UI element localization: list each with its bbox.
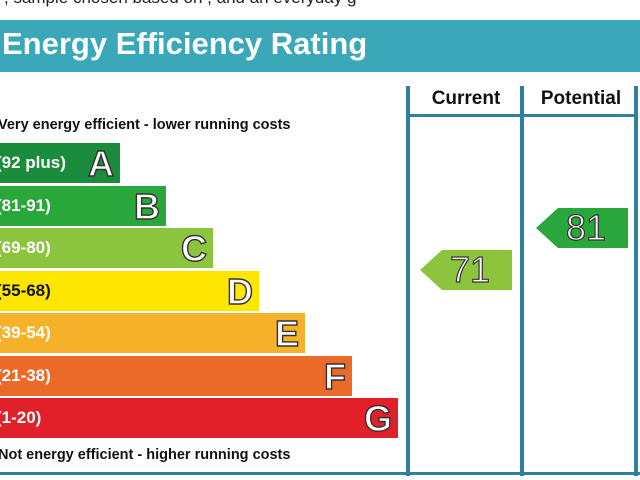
cropped-top-text: , sample chosen based on , and an everyd… bbox=[0, 0, 640, 8]
band-letter-e: E bbox=[274, 313, 299, 354]
band-range-b: (81-91) bbox=[0, 196, 51, 215]
band-range-e: (39-54) bbox=[0, 323, 51, 342]
band-range-f: (21-38) bbox=[0, 366, 51, 385]
current-arrow-shape bbox=[420, 250, 512, 290]
band-b: (81-91) B bbox=[0, 186, 166, 227]
potential-rating-arrow: 81 bbox=[536, 207, 628, 248]
band-g: (1-20) G bbox=[0, 398, 398, 439]
band-f: (21-38) F bbox=[0, 356, 352, 397]
grid-line-middle bbox=[520, 86, 524, 476]
potential-arrow-shape bbox=[536, 208, 628, 248]
grid-line-right bbox=[634, 86, 638, 476]
band-range-a: (92 plus) bbox=[0, 153, 66, 172]
column-header-potential: Potential bbox=[540, 88, 622, 109]
top-caption: Very energy efficient - lower running co… bbox=[0, 117, 291, 133]
current-rating-arrow: 71 bbox=[420, 249, 512, 290]
chart-title: Energy Efficiency Rating bbox=[2, 26, 368, 61]
band-c: (69-80) C bbox=[0, 228, 213, 269]
band-letter-d: D bbox=[226, 271, 253, 312]
band-letter-f: F bbox=[323, 356, 346, 397]
column-header-current: Current bbox=[431, 88, 501, 109]
current-rating-value: 71 bbox=[449, 249, 491, 290]
band-range-c: (69-80) bbox=[0, 238, 51, 257]
title-bar: Energy Efficiency Rating bbox=[0, 20, 640, 72]
band-e: (39-54) E bbox=[0, 313, 305, 354]
grid-line-bottom bbox=[0, 472, 640, 475]
potential-rating-value: 81 bbox=[565, 207, 607, 248]
grid-line-header bbox=[406, 114, 638, 117]
band-letter-b: B bbox=[133, 186, 160, 227]
band-range-g: (1-20) bbox=[0, 408, 42, 427]
band-letter-a: A bbox=[87, 143, 114, 184]
bottom-caption: Not energy efficient - higher running co… bbox=[0, 447, 291, 463]
band-letter-g: G bbox=[363, 398, 392, 439]
grid-line-left bbox=[406, 86, 410, 476]
band-d: (55-68) D bbox=[0, 271, 259, 312]
band-range-d: (55-68) bbox=[0, 281, 51, 300]
band-a: (92 plus) A bbox=[0, 143, 120, 184]
band-letter-c: C bbox=[180, 228, 207, 269]
cropped-top-text-content: , sample chosen based on , and an everyd… bbox=[4, 0, 357, 8]
